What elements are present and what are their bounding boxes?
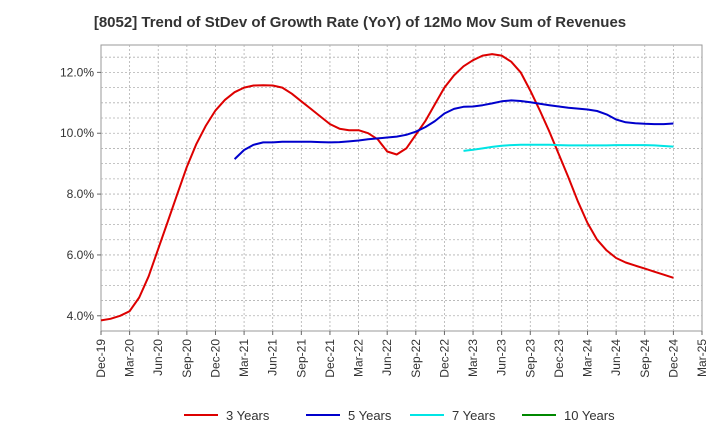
x-tick-label: Mar-20 [123,339,137,377]
y-tick-label: 4.0% [67,309,95,323]
y-tick-label: 8.0% [67,187,95,201]
x-tick-label: Dec-24 [666,339,680,378]
legend-label-10-years: 10 Years [564,408,615,423]
x-tick-label: Mar-21 [237,339,251,377]
x-tick-label: Jun-23 [495,339,509,376]
x-tick-label: Sep-22 [409,339,423,378]
x-tick-label: Mar-22 [352,339,366,377]
legend-label-5-years: 5 Years [348,408,392,423]
series-line-3-years [100,53,674,322]
x-tick-label: Mar-24 [581,339,595,377]
x-tick-label: Dec-20 [208,339,222,378]
x-tick-label: Jun-21 [266,339,280,376]
legend-label-3-years: 3 Years [226,408,270,423]
x-tick-label: Sep-24 [638,339,652,378]
x-tick-label: Mar-23 [466,339,480,377]
plot-area [100,44,703,332]
x-tick-label: Sep-20 [180,339,194,378]
x-tick-label: Dec-22 [437,339,451,378]
x-tick-label: Jun-22 [380,339,394,376]
x-tick-label: Jun-20 [151,339,165,376]
y-tick-label: 10.0% [60,126,94,140]
x-tick-label: Dec-23 [552,339,566,378]
x-tick-label: Mar-25 [695,339,709,377]
x-tick-label: Dec-19 [94,339,108,378]
x-tick-label: Sep-21 [294,339,308,378]
y-tick-label: 6.0% [67,248,95,262]
legend-label-7-years: 7 Years [452,408,496,423]
x-tick-label: Jun-24 [609,339,623,376]
series-line-7-years [463,143,674,152]
series-line-5-years [233,99,674,160]
x-tick-label: Dec-21 [323,339,337,378]
x-tick-label: Sep-23 [523,339,537,378]
chart-title: [8052] Trend of StDev of Growth Rate (Yo… [93,14,627,31]
y-tick-label: 12.0% [60,65,94,79]
